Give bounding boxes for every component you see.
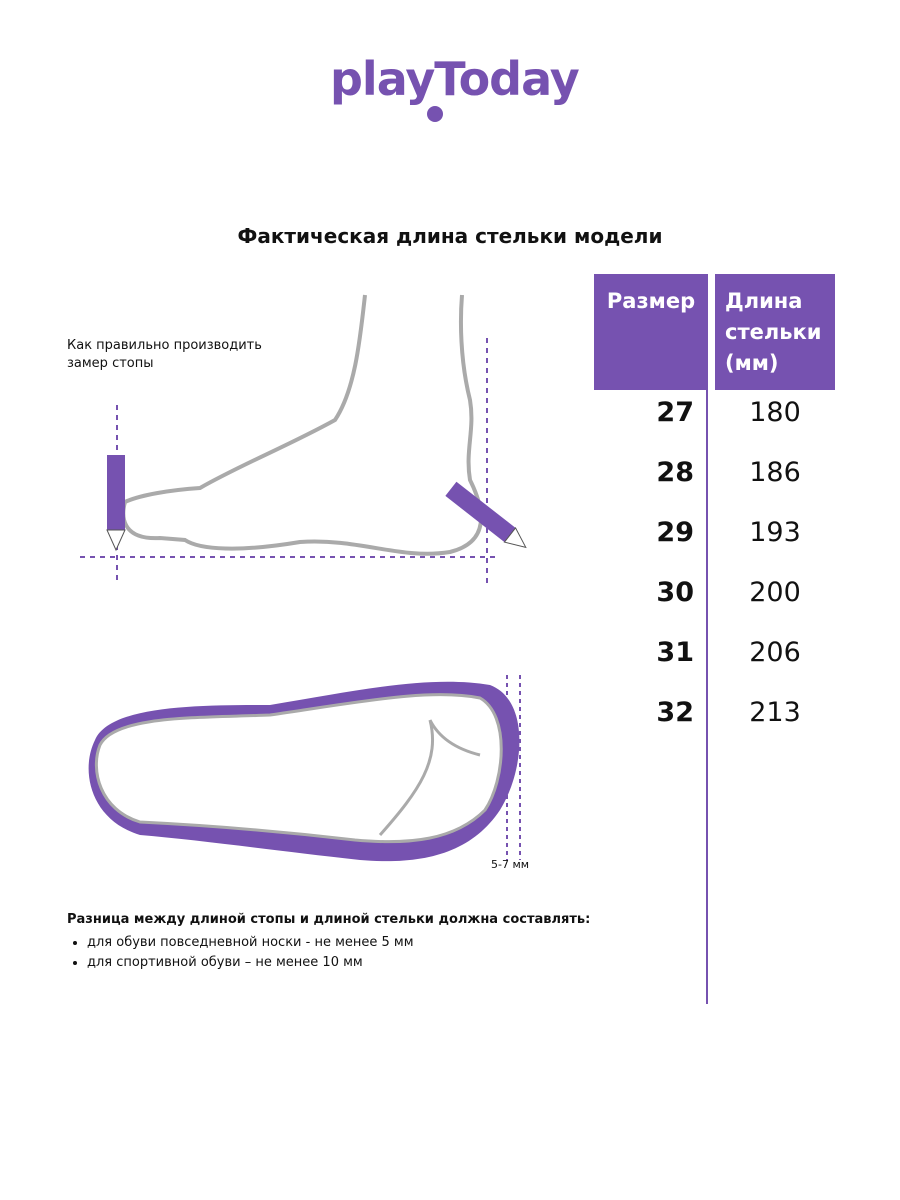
size-cell: 28 [656, 457, 694, 488]
length-cell: 193 [749, 517, 801, 548]
notes-heading: Разница между длиной стопы и длиной стел… [67, 912, 591, 927]
note-item: для спортивной обуви – не менее 10 мм [87, 953, 590, 973]
brand-logo: playToday [330, 52, 580, 106]
length-cell: 206 [749, 637, 801, 668]
gap-label: 5-7 мм [491, 858, 530, 871]
size-cell: 31 [656, 637, 694, 668]
length-cell: 186 [749, 457, 801, 488]
howto-label: Как правильно производить замер стопы [67, 338, 262, 371]
length-cell: 180 [749, 397, 801, 428]
header-size: Размер [594, 274, 708, 390]
foot-outline [121, 294, 483, 556]
logo-dot [427, 106, 443, 122]
size-cell: 32 [656, 697, 694, 728]
table-divider [706, 274, 708, 1004]
foot-side-illustration [80, 294, 527, 585]
pencil-icon [445, 481, 527, 549]
insole-illustration [88, 675, 521, 862]
size-cell: 29 [656, 517, 694, 548]
page-title: Фактическая длина стельки модели [237, 224, 663, 248]
size-cell: 27 [656, 397, 694, 428]
header-length: Длина стельки (мм) [715, 274, 835, 390]
notes: Разница между длиной стопы и длиной стел… [67, 912, 590, 973]
length-cell: 213 [749, 697, 801, 728]
size-cell: 30 [656, 577, 694, 608]
length-cell: 200 [749, 577, 801, 608]
pencil-icon [106, 455, 126, 552]
note-item: для обуви повседневной носки - не менее … [87, 933, 590, 953]
